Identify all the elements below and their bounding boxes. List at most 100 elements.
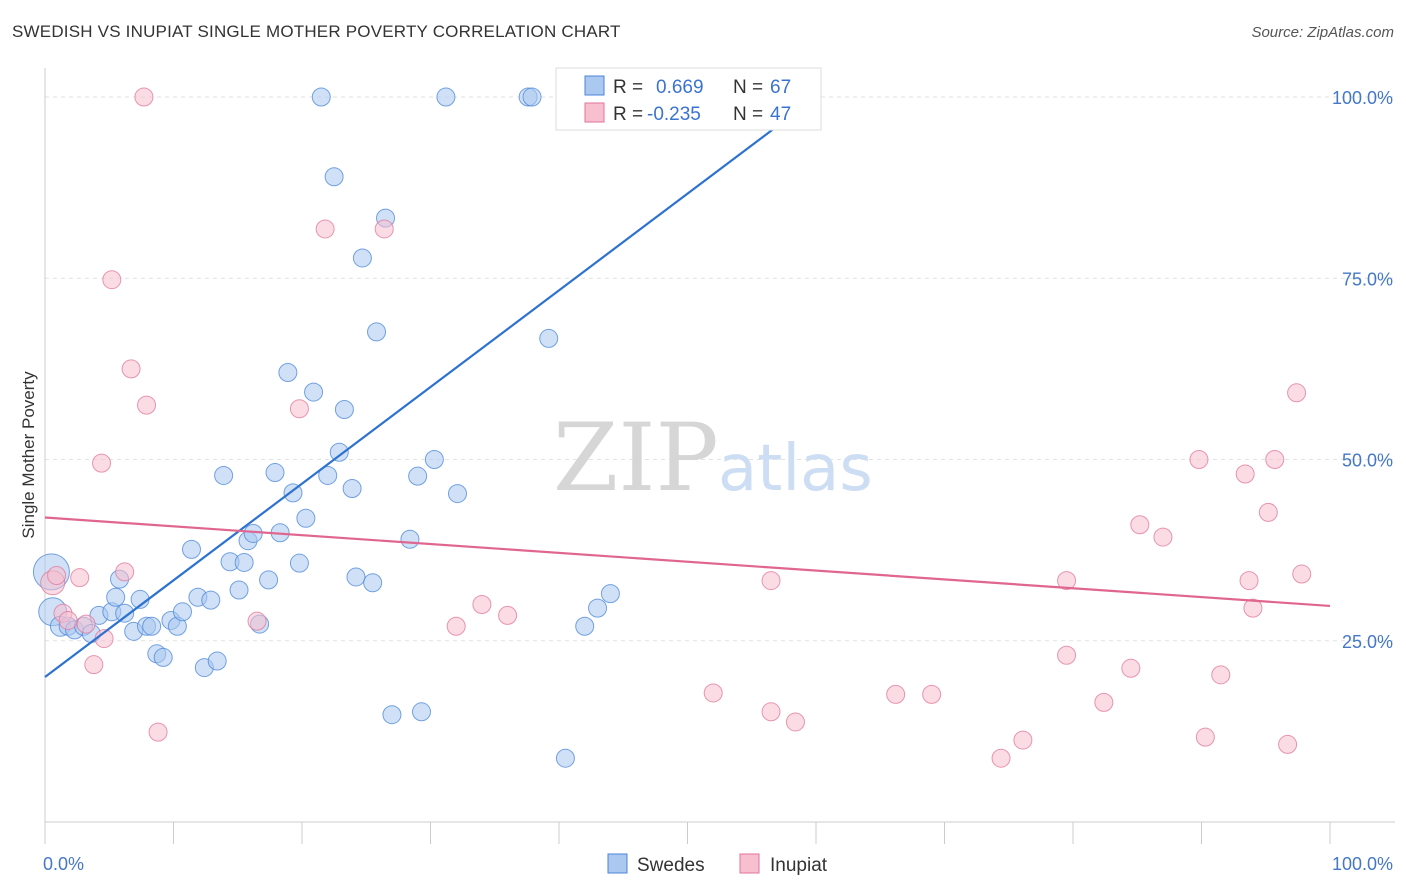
point-swedes-45 bbox=[334, 399, 354, 419]
point-inupiat-15 bbox=[247, 611, 267, 631]
point-inupiat-37 bbox=[1195, 727, 1215, 747]
point-inupiat-43 bbox=[1265, 450, 1285, 469]
point-swedes-31 bbox=[243, 523, 263, 543]
series-legend: Swedes Inupiat bbox=[607, 853, 828, 876]
point-inupiat-23 bbox=[761, 571, 781, 591]
point-swedes-43 bbox=[324, 167, 344, 187]
point-inupiat-7 bbox=[92, 453, 112, 473]
point-swedes-42 bbox=[318, 465, 338, 485]
point-swedes-40 bbox=[304, 382, 324, 402]
point-inupiat-20 bbox=[472, 595, 492, 614]
point-inupiat-3 bbox=[58, 610, 78, 630]
point-swedes-60 bbox=[522, 87, 542, 107]
trend-line-inupiat bbox=[44, 516, 1331, 608]
point-swedes-50 bbox=[367, 322, 387, 342]
legend-r-label-swedes: R = bbox=[613, 77, 643, 98]
point-inupiat-38 bbox=[1211, 665, 1231, 685]
point-swedes-53 bbox=[400, 529, 420, 549]
legend-swatch-swedes bbox=[584, 75, 605, 96]
point-inupiat-36 bbox=[1189, 450, 1209, 469]
y-axis-label: Single Mother Poverty bbox=[19, 371, 38, 539]
watermark-atlas: atlas bbox=[718, 432, 873, 506]
point-inupiat-31 bbox=[1057, 645, 1077, 665]
point-inupiat-18 bbox=[374, 219, 394, 239]
point-inupiat-35 bbox=[1153, 527, 1173, 547]
point-inupiat-19 bbox=[446, 616, 466, 636]
point-swedes-55 bbox=[412, 702, 432, 722]
legend-n-value-swedes: 67 bbox=[770, 77, 791, 98]
point-inupiat-26 bbox=[886, 684, 906, 704]
point-swedes-65 bbox=[600, 584, 620, 604]
series-inupiat-points bbox=[40, 87, 1312, 768]
point-inupiat-29 bbox=[1013, 730, 1033, 750]
legend-r-value-inupiat: -0.235 bbox=[647, 104, 701, 125]
bottom-legend-label-inupiat: Inupiat bbox=[770, 855, 828, 876]
point-swedes-48 bbox=[352, 248, 372, 268]
point-swedes-64 bbox=[588, 598, 608, 618]
point-swedes-38 bbox=[289, 553, 309, 573]
point-inupiat-4 bbox=[70, 568, 90, 588]
point-inupiat-40 bbox=[1239, 571, 1259, 591]
point-inupiat-41 bbox=[1243, 598, 1263, 618]
point-inupiat-1 bbox=[47, 566, 67, 585]
point-swedes-21 bbox=[181, 539, 201, 559]
point-inupiat-17 bbox=[315, 219, 335, 239]
point-inupiat-32 bbox=[1094, 692, 1114, 712]
point-inupiat-5 bbox=[76, 614, 96, 634]
point-swedes-56 bbox=[424, 450, 444, 469]
x-tick-labels: 0.0% 100.0% bbox=[43, 854, 1393, 874]
legend-r-value-swedes: 0.669 bbox=[656, 77, 704, 98]
point-swedes-57 bbox=[436, 87, 456, 107]
chart-title: SWEDISH VS INUPIAT SINGLE MOTHER POVERTY… bbox=[12, 22, 621, 41]
point-inupiat-11 bbox=[121, 359, 141, 379]
bottom-legend-label-swedes: Swedes bbox=[637, 855, 705, 876]
point-swedes-11 bbox=[115, 603, 135, 623]
point-inupiat-14 bbox=[148, 722, 168, 742]
x-tick-label-1: 100.0% bbox=[1332, 854, 1393, 874]
point-inupiat-33 bbox=[1121, 658, 1141, 678]
x-tick-label-0: 0.0% bbox=[43, 854, 84, 874]
point-inupiat-34 bbox=[1130, 515, 1150, 535]
point-inupiat-22 bbox=[703, 683, 723, 703]
point-swedes-20 bbox=[172, 602, 192, 622]
point-inupiat-13 bbox=[137, 395, 157, 415]
point-swedes-28 bbox=[229, 580, 249, 600]
legend-n-label-inupiat: N = bbox=[733, 104, 763, 125]
point-swedes-17 bbox=[153, 647, 173, 667]
point-inupiat-24 bbox=[761, 702, 781, 722]
point-swedes-15 bbox=[142, 616, 162, 636]
legend-n-value-inupiat: 47 bbox=[770, 104, 791, 125]
point-swedes-46 bbox=[342, 479, 362, 498]
point-swedes-52 bbox=[382, 705, 402, 725]
point-inupiat-10 bbox=[115, 562, 135, 582]
point-swedes-24 bbox=[201, 590, 221, 610]
point-swedes-41 bbox=[311, 87, 331, 107]
y-tick-label-0: 25.0% bbox=[1342, 632, 1393, 652]
point-swedes-61 bbox=[539, 328, 559, 348]
point-inupiat-6 bbox=[84, 655, 104, 675]
point-inupiat-39 bbox=[1235, 464, 1255, 484]
point-swedes-25 bbox=[207, 651, 227, 671]
point-swedes-26 bbox=[214, 465, 234, 485]
trend-lines bbox=[44, 96, 1331, 678]
y-tick-labels: 25.0% 50.0% 75.0% 100.0% bbox=[1332, 88, 1393, 652]
point-inupiat-30 bbox=[1057, 571, 1077, 591]
point-swedes-47 bbox=[346, 567, 366, 587]
point-swedes-29 bbox=[234, 552, 254, 572]
point-inupiat-25 bbox=[785, 712, 805, 732]
point-inupiat-9 bbox=[102, 270, 122, 290]
point-swedes-54 bbox=[408, 466, 428, 486]
point-inupiat-42 bbox=[1258, 502, 1278, 522]
point-inupiat-46 bbox=[1292, 564, 1312, 584]
watermark-zip: ZIP bbox=[553, 404, 719, 513]
axes bbox=[44, 68, 1395, 844]
source-credit: Source: ZipAtlas.com bbox=[1251, 24, 1394, 41]
trend-line-swedes bbox=[44, 96, 817, 678]
bottom-legend-swatch-swedes bbox=[607, 853, 628, 874]
point-swedes-34 bbox=[265, 463, 285, 483]
point-inupiat-21 bbox=[498, 605, 518, 625]
y-tick-label-1: 50.0% bbox=[1342, 451, 1393, 471]
y-tick-label-3: 100.0% bbox=[1332, 88, 1393, 108]
series-swedes-points bbox=[32, 87, 640, 768]
